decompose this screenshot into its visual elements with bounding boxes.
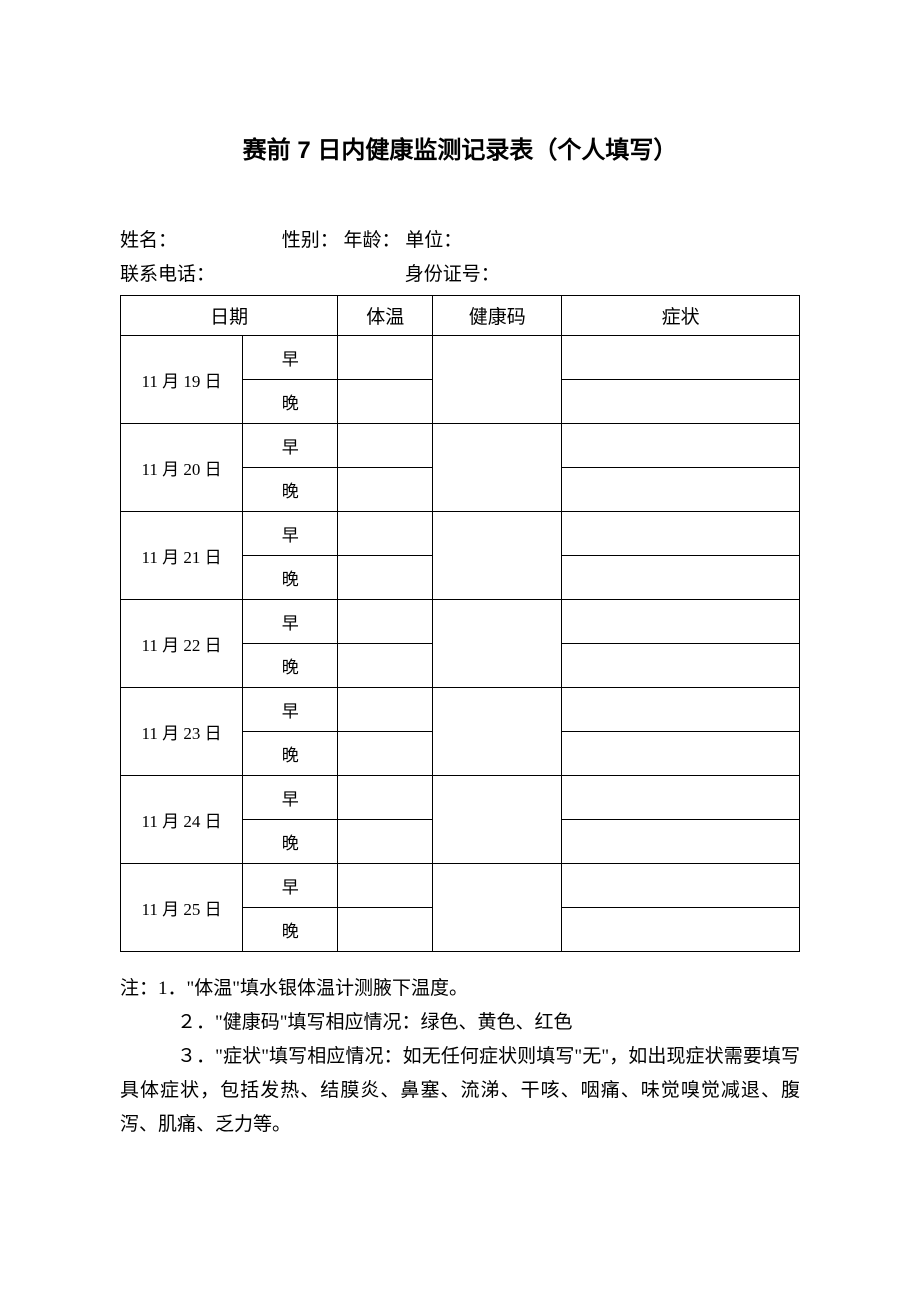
symptom-cell [562, 380, 800, 424]
table-row: 11 月 22 日 早 [121, 600, 800, 644]
code-cell [433, 600, 562, 688]
date-cell: 11 月 20 日 [121, 424, 243, 512]
symptom-cell [562, 776, 800, 820]
info-line-1: 姓名： 性别： 年龄： 单位： [120, 225, 800, 257]
morning-label: 早 [243, 512, 338, 556]
age-label: 年龄： [344, 225, 401, 257]
temp-cell [338, 512, 433, 556]
header-symptom: 症状 [562, 296, 800, 336]
evening-label: 晚 [243, 820, 338, 864]
symptom-cell [562, 820, 800, 864]
health-monitor-table: 日期 体温 健康码 症状 11 月 19 日 早 晚 11 月 20 日 早 晚… [120, 295, 800, 952]
phone-label: 联系电话： [120, 259, 215, 291]
temp-cell [338, 776, 433, 820]
code-cell [433, 336, 562, 424]
temp-cell [338, 600, 433, 644]
morning-label: 早 [243, 864, 338, 908]
morning-label: 早 [243, 776, 338, 820]
code-cell [433, 688, 562, 776]
table-row: 11 月 19 日 早 [121, 336, 800, 380]
temp-cell [338, 380, 433, 424]
evening-label: 晚 [243, 468, 338, 512]
page-title: 赛前 7 日内健康监测记录表（个人填写） [120, 130, 800, 165]
morning-label: 早 [243, 424, 338, 468]
header-date: 日期 [121, 296, 338, 336]
note-line: 注：1．"体温"填水银体温计测腋下温度。 [120, 972, 800, 1006]
table-header-row: 日期 体温 健康码 症状 [121, 296, 800, 336]
name-label: 姓名： [120, 225, 177, 257]
sex-label: 性别： [282, 225, 339, 257]
info-line-2: 联系电话： 身份证号： [120, 259, 800, 291]
temp-cell [338, 424, 433, 468]
temp-cell [338, 820, 433, 864]
table-row: 11 月 25 日 早 [121, 864, 800, 908]
morning-label: 早 [243, 600, 338, 644]
table-row: 11 月 20 日 早 [121, 424, 800, 468]
symptom-cell [562, 688, 800, 732]
code-cell [433, 512, 562, 600]
symptom-cell [562, 336, 800, 380]
temp-cell [338, 908, 433, 952]
symptom-cell [562, 908, 800, 952]
temp-cell [338, 688, 433, 732]
header-temperature: 体温 [338, 296, 433, 336]
table-row: 11 月 23 日 早 [121, 688, 800, 732]
header-health-code: 健康码 [433, 296, 562, 336]
table-row: 11 月 24 日 早 [121, 776, 800, 820]
code-cell [433, 864, 562, 952]
date-cell: 11 月 21 日 [121, 512, 243, 600]
date-cell: 11 月 23 日 [121, 688, 243, 776]
temp-cell [338, 864, 433, 908]
symptom-cell [562, 556, 800, 600]
table-row: 11 月 21 日 早 [121, 512, 800, 556]
note-line: ２．"健康码"填写相应情况：绿色、黄色、红色 [120, 1006, 800, 1040]
symptom-cell [562, 600, 800, 644]
code-cell [433, 424, 562, 512]
symptom-cell [562, 732, 800, 776]
morning-label: 早 [243, 688, 338, 732]
symptom-cell [562, 644, 800, 688]
symptom-cell [562, 864, 800, 908]
date-cell: 11 月 24 日 [121, 776, 243, 864]
evening-label: 晚 [243, 908, 338, 952]
notes-section: 注：1．"体温"填水银体温计测腋下温度。２．"健康码"填写相应情况：绿色、黄色、… [120, 972, 800, 1142]
temp-cell [338, 336, 433, 380]
temp-cell [338, 468, 433, 512]
temp-cell [338, 644, 433, 688]
temp-cell [338, 556, 433, 600]
morning-label: 早 [243, 336, 338, 380]
date-cell: 11 月 22 日 [121, 600, 243, 688]
date-cell: 11 月 25 日 [121, 864, 243, 952]
evening-label: 晚 [243, 380, 338, 424]
unit-label: 单位： [405, 225, 462, 257]
note-line: ３．"症状"填写相应情况：如无任何症状则填写"无"，如出现症状需要填写具体症状，… [120, 1040, 800, 1142]
symptom-cell [562, 468, 800, 512]
evening-label: 晚 [243, 556, 338, 600]
temp-cell [338, 732, 433, 776]
evening-label: 晚 [243, 644, 338, 688]
code-cell [433, 776, 562, 864]
id-label: 身份证号： [405, 259, 500, 291]
symptom-cell [562, 424, 800, 468]
evening-label: 晚 [243, 732, 338, 776]
date-cell: 11 月 19 日 [121, 336, 243, 424]
symptom-cell [562, 512, 800, 556]
